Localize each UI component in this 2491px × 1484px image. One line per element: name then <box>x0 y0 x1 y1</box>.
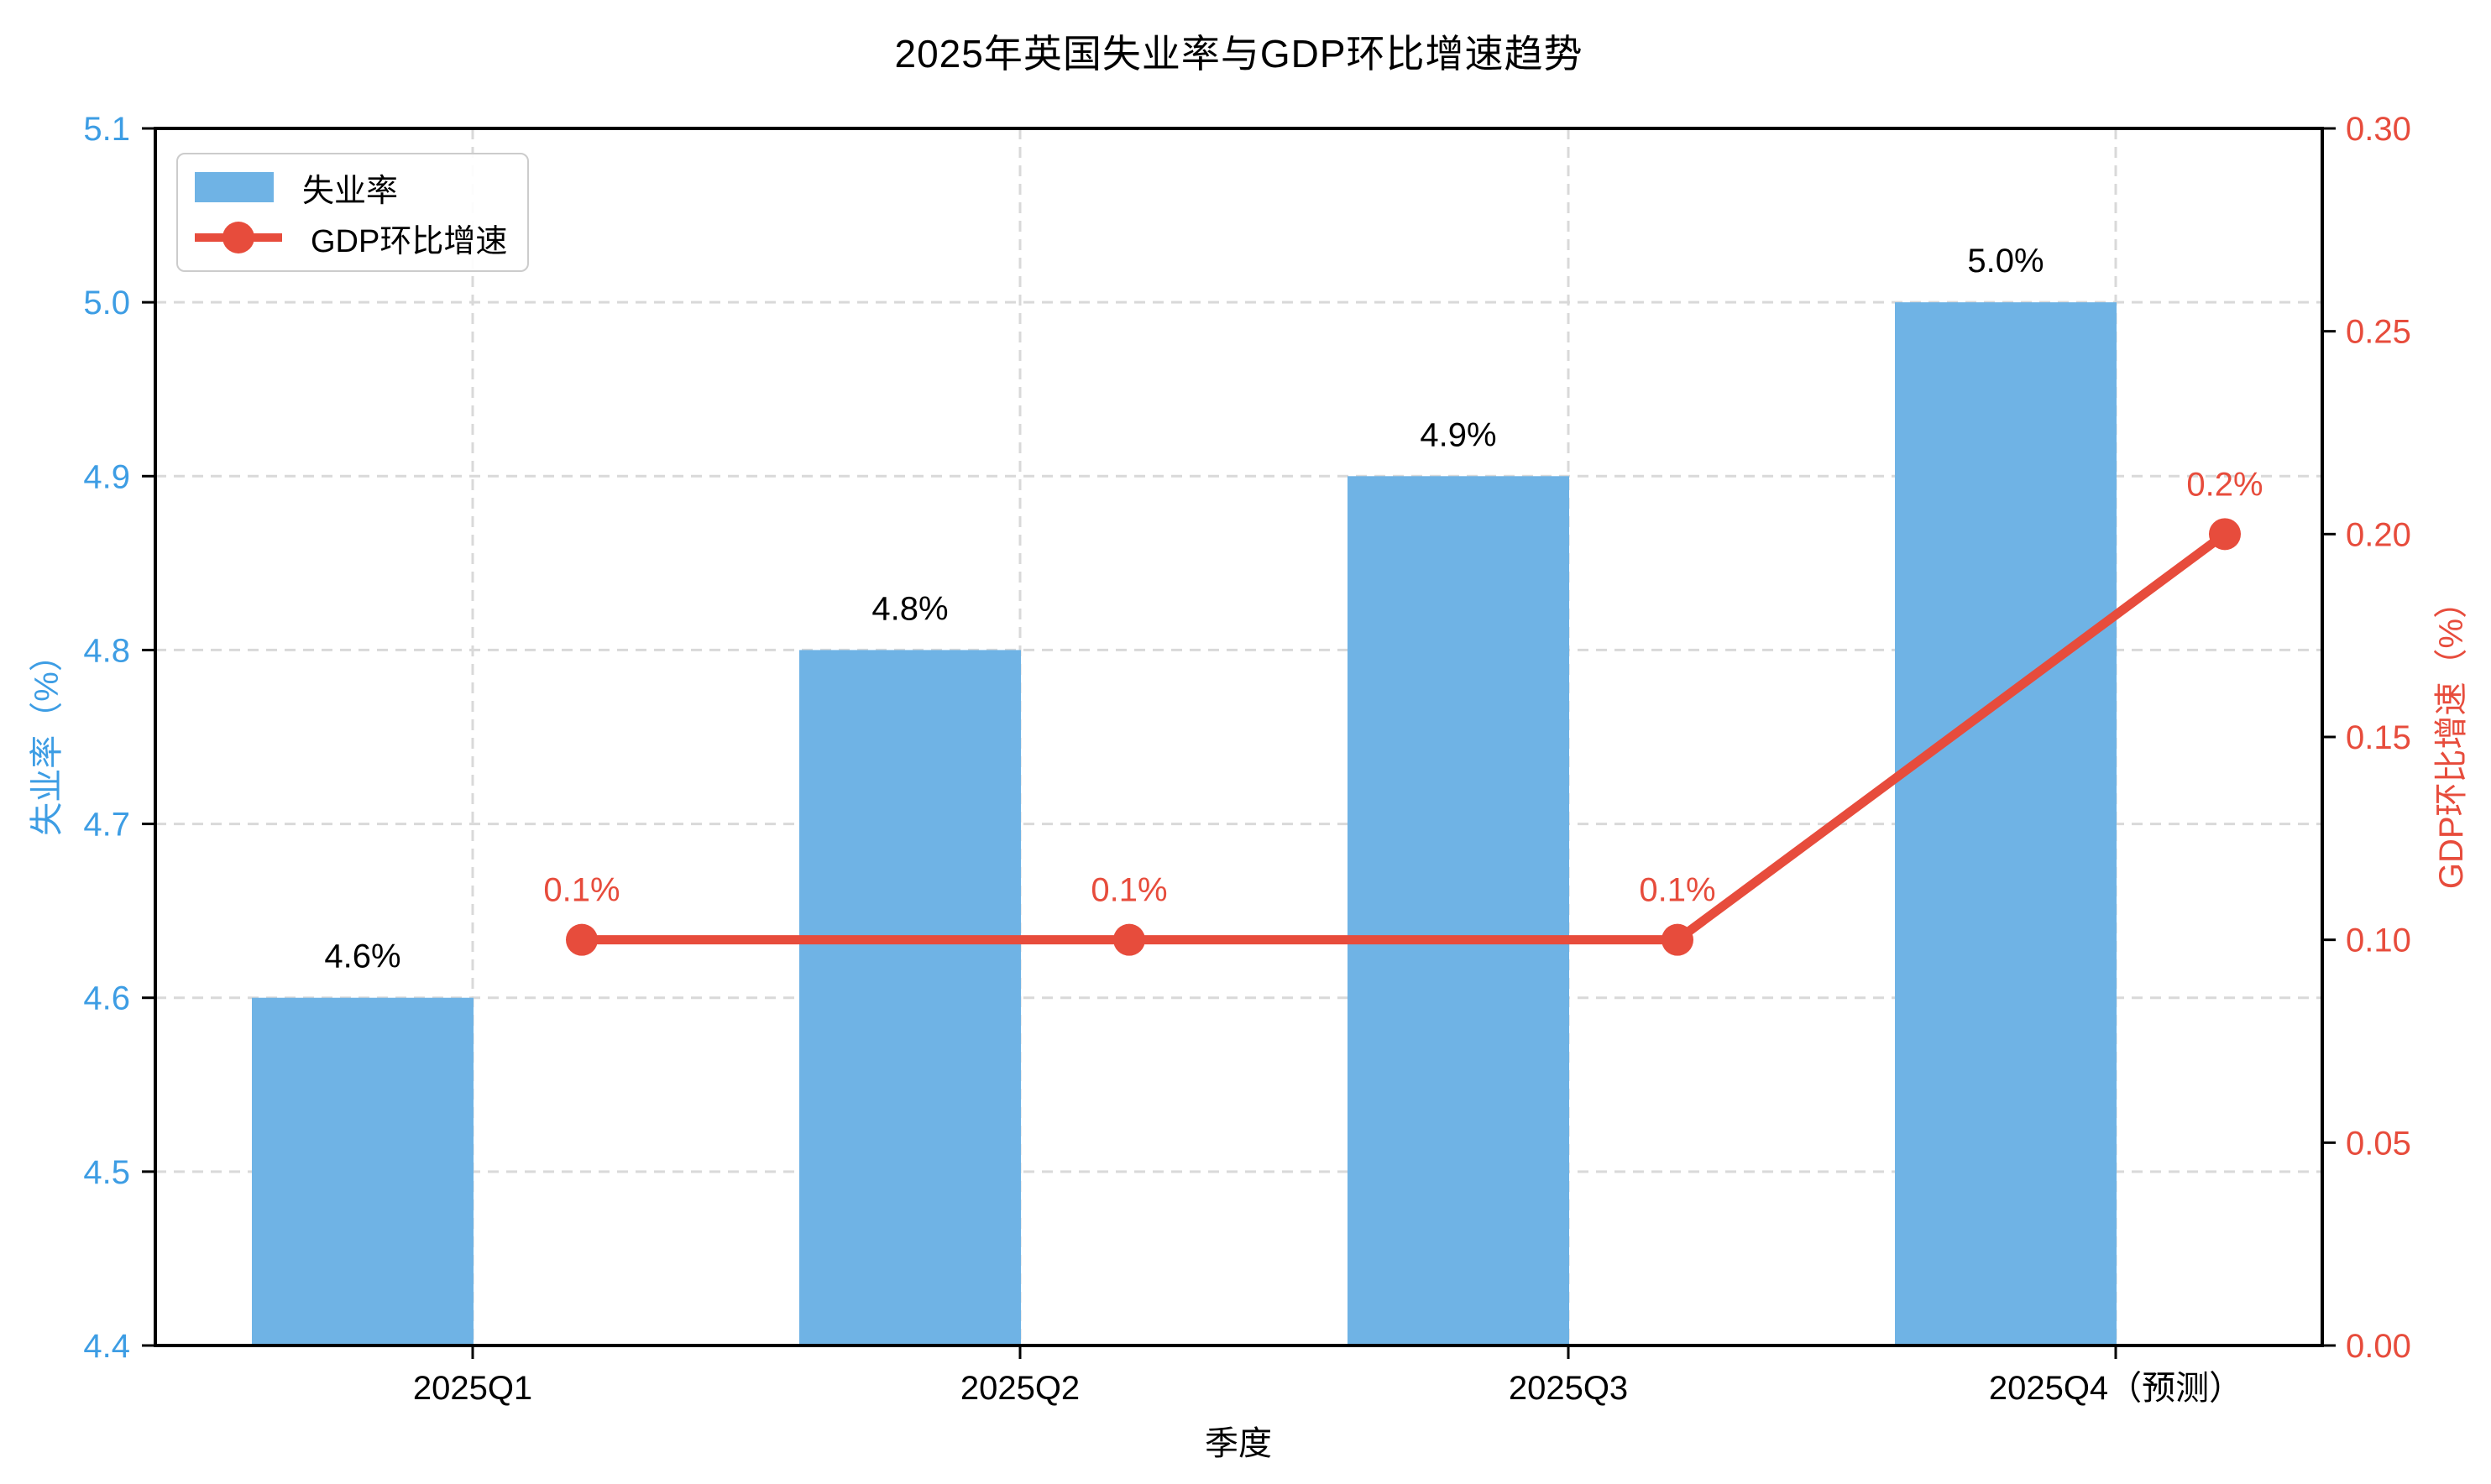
bar <box>1348 476 1569 1346</box>
right-tick-label: 0.20 <box>2346 516 2411 553</box>
legend-label-unemployment: 失业率 <box>302 173 399 209</box>
line-marker <box>566 923 598 956</box>
left-tick-label: 4.8 <box>83 632 130 669</box>
x-tick-label: 2025Q4（预测） <box>1989 1370 2242 1407</box>
bar-swatch-icon <box>195 172 274 202</box>
left-tick-label: 4.9 <box>83 458 130 495</box>
x-axis-title: 季度 <box>1205 1425 1272 1462</box>
bar <box>252 997 474 1346</box>
point-value-label: 0.1% <box>543 872 620 909</box>
left-tick-label: 4.4 <box>83 1328 130 1365</box>
legend: 失业率 GDP环比增速 <box>176 153 529 272</box>
bar-value-label: 4.9% <box>1420 416 1496 453</box>
right-tick-label: 0.10 <box>2346 922 2411 959</box>
right-axis-title: GDP环比增速（%） <box>2433 584 2470 890</box>
line-swatch-dot <box>222 222 254 253</box>
x-tick-label: 2025Q1 <box>413 1370 532 1407</box>
gdp-line <box>577 529 2230 945</box>
bar-value-label: 4.6% <box>324 938 400 975</box>
legend-item-unemployment: 失业率 <box>195 165 510 210</box>
bar <box>799 650 1021 1346</box>
left-axis-title: 失业率（%） <box>29 638 65 836</box>
chart-title: 2025年英国失业率与GDP环比增速趋势 <box>894 32 1583 76</box>
left-tick-label: 4.6 <box>83 980 130 1017</box>
point-value-label: 0.1% <box>1639 872 1715 909</box>
right-tick-label: 0.00 <box>2346 1328 2411 1365</box>
right-tick-label: 0.05 <box>2346 1125 2411 1162</box>
line-swatch-icon <box>195 222 282 253</box>
x-tick-label: 2025Q2 <box>960 1370 1080 1407</box>
line-marker <box>2209 518 2241 551</box>
right-tick-label: 0.30 <box>2346 111 2411 148</box>
bar-value-label: 5.0% <box>1967 243 2044 280</box>
bar <box>1895 302 2117 1346</box>
bar-value-label: 4.8% <box>871 590 948 627</box>
line-marker <box>1662 923 1693 956</box>
left-tick-label: 4.7 <box>83 807 130 844</box>
point-value-label: 0.2% <box>2186 466 2263 503</box>
line-marker <box>1113 923 1145 956</box>
legend-label-gdp: GDP环比增速 <box>311 223 508 259</box>
x-tick-label: 2025Q3 <box>1509 1370 1628 1407</box>
right-tick-label: 0.25 <box>2346 314 2411 351</box>
point-value-label: 0.1% <box>1091 872 1167 909</box>
left-tick-label: 5.0 <box>83 285 130 321</box>
right-tick-label: 0.15 <box>2346 719 2411 756</box>
left-tick-label: 4.5 <box>83 1154 130 1191</box>
left-tick-label: 5.1 <box>83 111 130 148</box>
legend-item-gdp: GDP环比增速 <box>195 215 510 260</box>
